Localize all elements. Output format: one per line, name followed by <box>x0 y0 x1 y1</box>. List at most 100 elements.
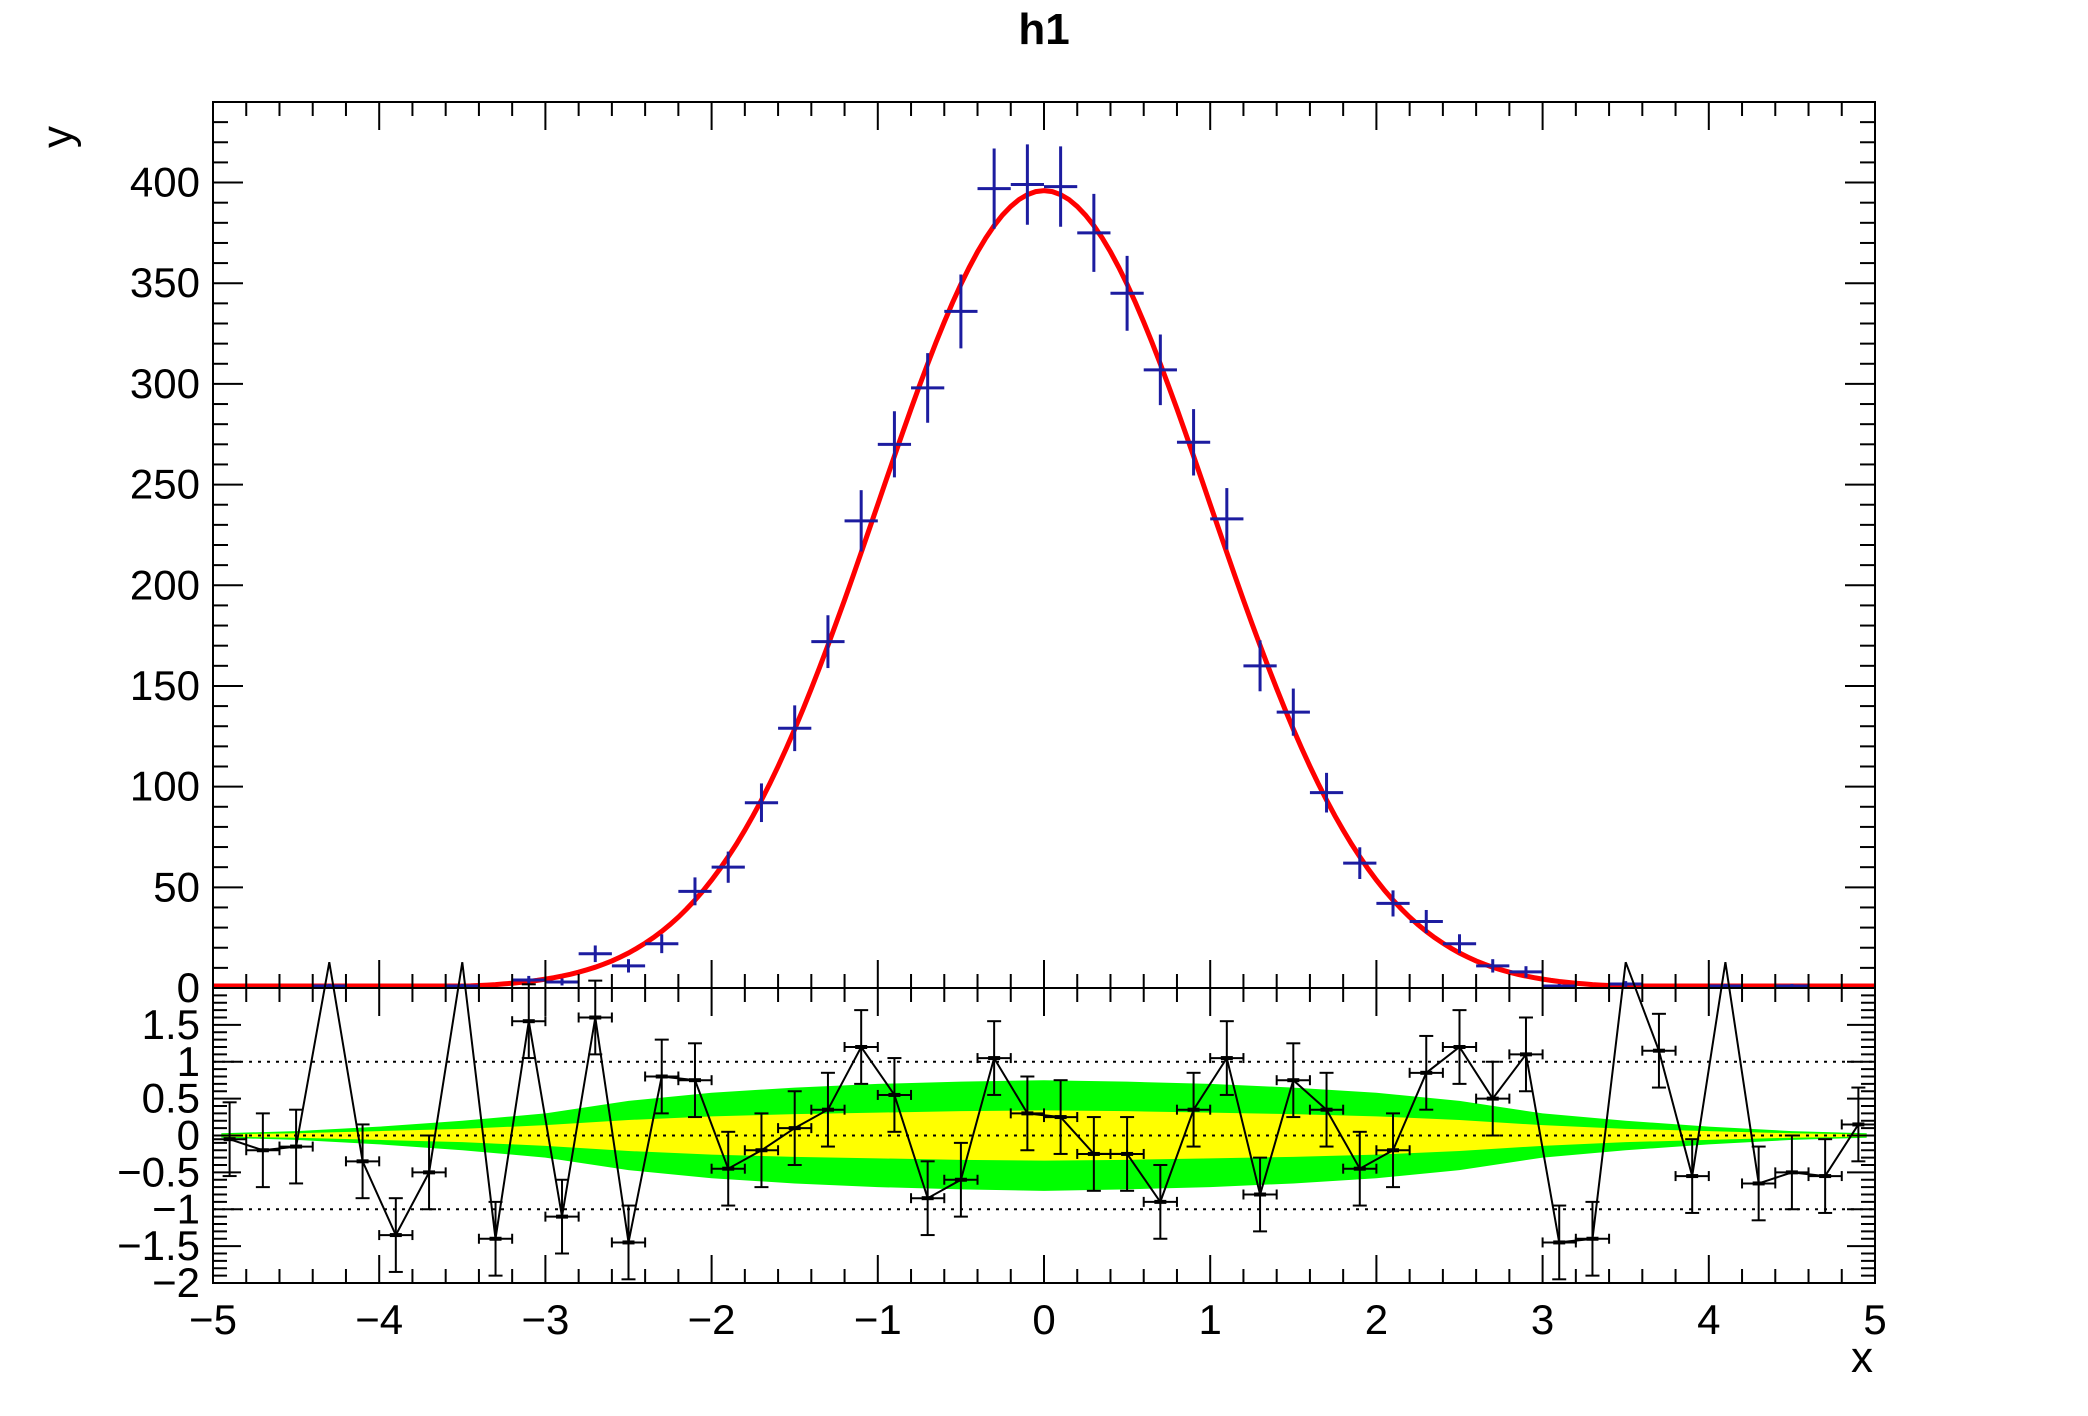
data-point <box>1044 146 1078 227</box>
fit-curve <box>214 188 1874 989</box>
data-point <box>977 148 1011 229</box>
x-tick-label: 2 <box>1365 1296 1388 1343</box>
data-point <box>678 877 712 906</box>
pull-point <box>1441 1009 1478 1085</box>
y-main-tick-label: 250 <box>130 461 200 508</box>
data-point <box>744 783 779 823</box>
data-point <box>1210 488 1244 550</box>
data-point <box>1509 966 1543 978</box>
pull-point <box>1142 1164 1178 1240</box>
pull-point <box>511 983 547 1060</box>
data-point <box>1010 144 1044 225</box>
pull-point <box>1774 1134 1810 1211</box>
data-point <box>778 705 812 752</box>
x-tick-label: 4 <box>1697 1296 1720 1343</box>
pull-point <box>1674 1138 1710 1214</box>
pull-point <box>710 1130 746 1207</box>
pull-point <box>245 1112 281 1189</box>
pull-point <box>1541 1204 1577 1281</box>
pull-point <box>1840 1086 1874 1163</box>
data-point <box>711 851 745 883</box>
x-tick-label: −3 <box>521 1296 569 1343</box>
histogram-data-markers <box>312 144 1809 988</box>
pull-point <box>577 979 613 1056</box>
data-point <box>1176 409 1211 476</box>
pull-point <box>1209 1020 1245 1096</box>
axis-tick-labels: −5 −4 −3 −2 −1 0 1 2 3 4 5050100150200250300350400… <box>117 159 1887 1343</box>
x-tick-label: −5 <box>189 1296 237 1343</box>
y-ratio-tick-label: −1 <box>152 1185 200 1232</box>
data-point <box>844 490 878 552</box>
data-point <box>911 353 945 423</box>
data-point <box>1376 890 1410 917</box>
pull-point <box>544 1178 580 1255</box>
data-point <box>944 274 978 349</box>
gaussian-fit-curve <box>214 188 1874 989</box>
y-main-tick-label: 150 <box>130 662 200 709</box>
pull-point <box>876 1057 913 1133</box>
pull-point <box>1275 1042 1311 1119</box>
y-main-tick-label: 0 <box>177 964 200 1011</box>
pull-point <box>1175 1071 1212 1148</box>
axis-ticks <box>212 101 1876 1284</box>
pull-point <box>843 1009 879 1085</box>
x-tick-label: −4 <box>355 1296 403 1343</box>
data-point <box>1110 255 1144 331</box>
pull-point <box>1242 1156 1278 1233</box>
data-point <box>1343 847 1377 880</box>
pull-point <box>344 1123 381 1200</box>
data-point <box>1609 981 1643 987</box>
data-point <box>645 934 679 954</box>
data-point <box>1476 959 1510 973</box>
pull-point <box>910 1160 946 1237</box>
y-ratio-tick-label: 1 <box>177 1038 200 1085</box>
x-axis-title: x <box>1851 1333 1873 1382</box>
y-ratio-tick-label: 1.5 <box>142 1001 200 1048</box>
plot-title: h1 <box>1018 5 1069 54</box>
y-ratio-tick-label: −0.5 <box>117 1148 200 1195</box>
y-main-tick-label: 100 <box>130 763 200 810</box>
data-point <box>811 615 845 669</box>
pull-point <box>278 1108 314 1185</box>
x-tick-label: 3 <box>1531 1296 1554 1343</box>
pull-point <box>214 1101 248 1178</box>
x-tick-label: 5 <box>1863 1296 1886 1343</box>
pull-point <box>1109 1116 1145 1192</box>
pull-point <box>1009 1075 1045 1152</box>
y-main-tick-label: 400 <box>130 159 200 206</box>
data-point <box>512 975 546 984</box>
data-point <box>545 978 579 986</box>
pull-point <box>411 1134 447 1211</box>
x-tick-label: 0 <box>1032 1296 1055 1343</box>
pull-point <box>1741 1145 1777 1222</box>
y-main-tick-label: 350 <box>130 259 200 306</box>
y-ratio-tick-label: −1.5 <box>117 1222 200 1269</box>
data-point <box>611 959 646 973</box>
pull-point <box>810 1071 846 1148</box>
pull-point <box>777 1090 813 1166</box>
x-tick-label: −1 <box>854 1296 902 1343</box>
pull-point <box>1641 1012 1677 1089</box>
data-point <box>1243 640 1277 692</box>
guide-lines <box>213 1060 1875 1211</box>
data-point <box>1143 334 1177 406</box>
pull-point <box>477 1200 514 1277</box>
pull-point <box>1807 1138 1843 1214</box>
pull-point <box>1375 1112 1411 1189</box>
pull-point <box>677 1042 713 1119</box>
data-point <box>578 945 612 963</box>
pull-point <box>1043 1079 1079 1155</box>
data-point <box>1276 688 1310 736</box>
y-ratio-tick-label: 0 <box>177 1112 200 1159</box>
pull-point <box>1308 1071 1345 1148</box>
y-axis-title: y <box>33 126 82 148</box>
x-tick-label: 1 <box>1199 1296 1222 1343</box>
pull-point <box>1475 1060 1511 1137</box>
pull-point <box>1408 1034 1444 1111</box>
data-point <box>877 411 912 478</box>
y-ratio-tick-label: −2 <box>152 1259 200 1306</box>
data-point <box>1309 772 1344 813</box>
y-main-tick-label: 300 <box>130 360 200 407</box>
x-tick-label: −2 <box>688 1296 736 1343</box>
